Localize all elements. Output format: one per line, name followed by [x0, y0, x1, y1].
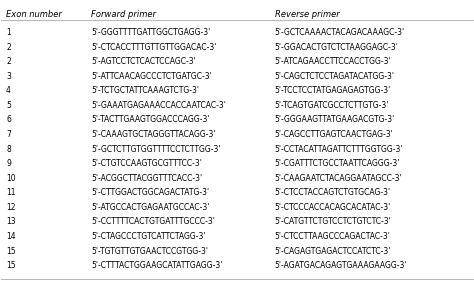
Text: 5'-TACTTGAAGTGGACCCAGG-3': 5'-TACTTGAAGTGGACCCAGG-3' [91, 115, 210, 125]
Text: 3: 3 [6, 72, 11, 81]
Text: 10: 10 [6, 174, 16, 183]
Text: 5'-CAAAGTGCTAGGGTTACAGG-3': 5'-CAAAGTGCTAGGGTTACAGG-3' [91, 130, 215, 139]
Text: 5'-CCTACATTAGATTCTTTGGTGG-3': 5'-CCTACATTAGATTCTTTGGTGG-3' [275, 145, 403, 154]
Text: 15: 15 [6, 246, 16, 256]
Text: 5'-ACGGCTTACGGTTTCACC-3': 5'-ACGGCTTACGGTTTCACC-3' [91, 174, 202, 183]
Text: 15: 15 [6, 261, 16, 270]
Text: 5'-GGACACTGTCTCTAAGGAGC-3': 5'-GGACACTGTCTCTAAGGAGC-3' [275, 42, 399, 52]
Text: 5'-CTCCTTAAGCCCAGACTAC-3': 5'-CTCCTTAAGCCCAGACTAC-3' [275, 232, 391, 241]
Text: 5'-TCTGCTATTCAAAGTCTG-3': 5'-TCTGCTATTCAAAGTCTG-3' [91, 86, 199, 95]
Text: 5'-CTGTCCAAGTGCGTTTCC-3': 5'-CTGTCCAAGTGCGTTTCC-3' [91, 159, 202, 168]
Text: 12: 12 [6, 203, 16, 212]
Text: 5'-GCTCAAAACTACAGACAAAGC-3': 5'-GCTCAAAACTACAGACAAAGC-3' [275, 28, 405, 37]
Text: 5'-CTCCCACCACAGCACATAC-3': 5'-CTCCCACCACAGCACATAC-3' [275, 203, 391, 212]
Text: 5'-ATCAGAACCTTCCACCTGG-3': 5'-ATCAGAACCTTCCACCTGG-3' [275, 57, 392, 66]
Text: 5: 5 [6, 101, 11, 110]
Text: 5'-GAAATGAGAAACCACCAATCAC-3': 5'-GAAATGAGAAACCACCAATCAC-3' [91, 101, 226, 110]
Text: 6: 6 [6, 115, 11, 125]
Text: 5'-CTAGCCCTGTCATTCTAGG-3': 5'-CTAGCCCTGTCATTCTAGG-3' [91, 232, 205, 241]
Text: 1: 1 [6, 28, 11, 37]
Text: 5'-TGTGTTGTGAACTCCGTGG-3': 5'-TGTGTTGTGAACTCCGTGG-3' [91, 246, 208, 256]
Text: 5'-CTCCTACCAGTCTGTGCAG-3': 5'-CTCCTACCAGTCTGTGCAG-3' [275, 188, 391, 197]
Text: 5'-ATTCAACAGCCCTCTGATGC-3': 5'-ATTCAACAGCCCTCTGATGC-3' [91, 72, 212, 81]
Text: Exon number: Exon number [6, 10, 62, 19]
Text: Reverse primer: Reverse primer [275, 10, 339, 19]
Text: 11: 11 [6, 188, 16, 197]
Text: 5'-AGATGACAGAGTGAAAGAAGG-3': 5'-AGATGACAGAGTGAAAGAAGG-3' [275, 261, 407, 270]
Text: 5'-GGGTTTTGATTGGCTGAGG-3': 5'-GGGTTTTGATTGGCTGAGG-3' [91, 28, 210, 37]
Text: 5'-CCTTTTCACTGTGATTTGCCC-3': 5'-CCTTTTCACTGTGATTTGCCC-3' [91, 217, 215, 226]
Text: 8: 8 [6, 145, 11, 154]
Text: 5'-CAAGAATCTACAGGAATAGCC-3': 5'-CAAGAATCTACAGGAATAGCC-3' [275, 174, 402, 183]
Text: 5'-CGATTTCTGCCTAATTCAGGG-3': 5'-CGATTTCTGCCTAATTCAGGG-3' [275, 159, 400, 168]
Text: 5'-TCAGTGATCGCCTCTTGTG-3': 5'-TCAGTGATCGCCTCTTGTG-3' [275, 101, 389, 110]
Text: 4: 4 [6, 86, 11, 95]
Text: 5'-GCTCTTGTGGTTTTCCTCTTGG-3': 5'-GCTCTTGTGGTTTTCCTCTTGG-3' [91, 145, 220, 154]
Text: 2: 2 [6, 42, 11, 52]
Text: 5'-TCCTCCTATGAGAGAGTGG-3': 5'-TCCTCCTATGAGAGAGTGG-3' [275, 86, 391, 95]
Text: Forward primer: Forward primer [91, 10, 156, 19]
Text: 5'-CTTTACTGGAAGCATATTGAGG-3': 5'-CTTTACTGGAAGCATATTGAGG-3' [91, 261, 222, 270]
Text: 5'-ATGCCACTGAGAATGCCAC-3': 5'-ATGCCACTGAGAATGCCAC-3' [91, 203, 210, 212]
Text: 13: 13 [6, 217, 16, 226]
Text: 5'-CAGCTCTCCTAGATACATGG-3': 5'-CAGCTCTCCTAGATACATGG-3' [275, 72, 395, 81]
Text: 2: 2 [6, 57, 11, 66]
Text: 5'-CTCACCTTTGTTGTTGGACAC-3': 5'-CTCACCTTTGTTGTTGGACAC-3' [91, 42, 216, 52]
Text: 9: 9 [6, 159, 11, 168]
Text: 5'-AGTCCTCTCACTCCAGC-3': 5'-AGTCCTCTCACTCCAGC-3' [91, 57, 196, 66]
Text: 5'-CTTGGACTGGCAGACTATG-3': 5'-CTTGGACTGGCAGACTATG-3' [91, 188, 209, 197]
Text: 5'-CAGCCTTGAGTCAACTGAG-3': 5'-CAGCCTTGAGTCAACTGAG-3' [275, 130, 393, 139]
Text: 14: 14 [6, 232, 16, 241]
Text: 5'-CAGAGTGAGACTCCATCTC-3': 5'-CAGAGTGAGACTCCATCTC-3' [275, 246, 391, 256]
Text: 5'-GGGAAGTTATGAAGACGTG-3': 5'-GGGAAGTTATGAAGACGTG-3' [275, 115, 395, 125]
Text: 5'-CATGTTCTGTCCTCTGTCTC-3': 5'-CATGTTCTGTCCTCTGTCTC-3' [275, 217, 392, 226]
Text: 7: 7 [6, 130, 11, 139]
